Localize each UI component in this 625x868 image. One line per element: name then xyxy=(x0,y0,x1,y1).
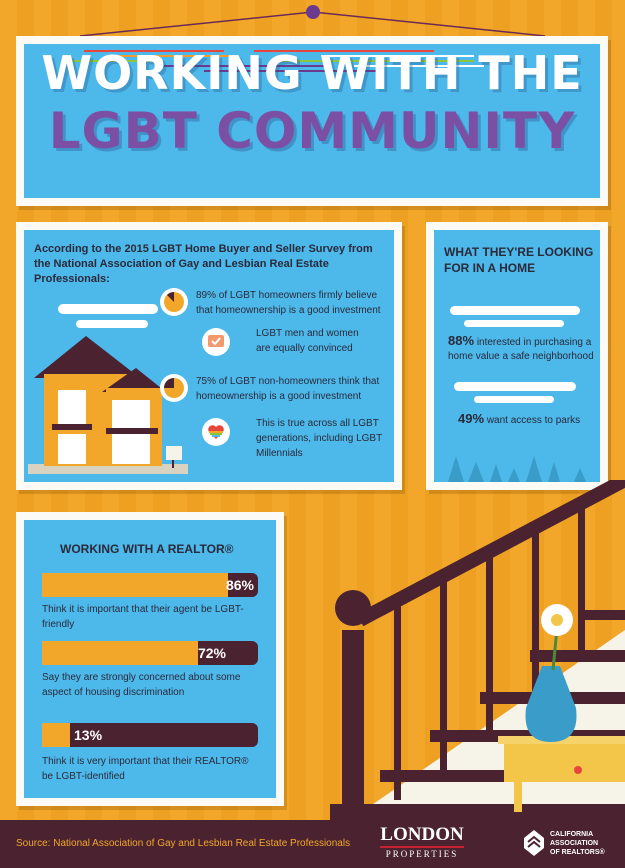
pie-chart-icon xyxy=(160,374,188,402)
survey-panel: According to the 2015 LGBT Home Buyer an… xyxy=(24,230,394,482)
cloud-2 xyxy=(76,320,148,328)
looking-item-2: 49% want access to parks xyxy=(458,412,598,428)
bar-3-track xyxy=(42,723,258,747)
logo-underline xyxy=(380,846,464,848)
bar-3-fill xyxy=(42,723,71,747)
rainbow-streaks xyxy=(64,50,484,72)
stat-4: This is true across all LGBT generations… xyxy=(256,418,383,459)
realtor-bar-1-text: Think it is important that their agent b… xyxy=(42,604,244,630)
realtor-bar-2-text: Say they are strongly concerned about so… xyxy=(42,672,241,698)
looking-item-2-text: want access to parks xyxy=(486,415,581,426)
bar-2-pct: 72% xyxy=(197,645,226,661)
logo-properties: PROPERTIES xyxy=(385,849,459,859)
rainbow-heart-icon xyxy=(202,418,230,446)
car-logo-icon xyxy=(522,828,546,858)
house-illustration xyxy=(28,336,188,474)
realtor-bar-3: 13% xyxy=(42,723,258,747)
pie-chart-icon xyxy=(160,288,188,316)
realtor-bar-3-text: Think it is very important that their RE… xyxy=(42,756,249,782)
chat-check-icon xyxy=(202,328,230,356)
london-properties-logo: LONDON PROPERTIES xyxy=(372,824,472,864)
staircase-illustration xyxy=(330,480,625,820)
realtor-bar-1: 86% xyxy=(42,573,258,597)
looking-heading: WHAT THEY'RE LOOKING FOR IN A HOME xyxy=(444,245,594,275)
cloud-5 xyxy=(454,382,576,391)
cloud-6 xyxy=(474,396,554,403)
stat-3: 75% of LGBT non-homeowners think that ho… xyxy=(196,376,380,402)
bar-2-fill xyxy=(42,641,198,665)
stat-1: 89% of LGBT homeowners firmly believe th… xyxy=(196,290,381,316)
logo-london: LONDON xyxy=(380,824,464,845)
realtor-panel: WORKING WITH A REALTOR® 86% Think it is … xyxy=(24,520,276,798)
stat-2: LGBT men and women are equally convinced xyxy=(256,328,359,354)
looking-item-2-pct: 49% xyxy=(458,411,485,426)
cloud-1 xyxy=(58,304,158,314)
title-line-2: LGBT COMMUNITY xyxy=(48,102,576,160)
hanger-string xyxy=(79,5,546,37)
car-line-1: CALIFORNIA xyxy=(550,831,594,838)
bar-1-pct: 86% xyxy=(225,577,254,593)
realtor-heading: WORKING WITH A REALTOR® xyxy=(60,542,234,556)
title-panel: WORKING WITH THE LGBT COMMUNITY xyxy=(24,44,600,198)
trees-illustration xyxy=(448,456,586,482)
car-logo-text: CALIFORNIA ASSOCIATION OF REALTORS® xyxy=(550,830,605,857)
footer-bar: Source: National Association of Gay and … xyxy=(0,820,625,868)
cloud-4 xyxy=(464,320,564,327)
car-line-2: ASSOCIATION xyxy=(550,840,599,847)
title-line-1: WORKING WITH THE xyxy=(41,46,583,100)
bar-3-pct: 13% xyxy=(74,727,103,743)
looking-item-1-text: interested in purchasing a home value a … xyxy=(448,337,594,362)
car-line-3: OF REALTORS® xyxy=(550,849,605,856)
looking-item-1: 88% interested in purchasing a home valu… xyxy=(448,334,594,364)
nail-icon xyxy=(306,5,320,19)
realtor-bar-2: 72% xyxy=(42,641,258,665)
looking-item-1-pct: 88% xyxy=(448,333,475,348)
source-text: Source: National Association of Gay and … xyxy=(16,838,351,849)
looking-panel: WHAT THEY'RE LOOKING FOR IN A HOME 88% i… xyxy=(434,230,600,482)
cloud-3 xyxy=(450,306,580,315)
survey-intro: According to the 2015 LGBT Home Buyer an… xyxy=(34,243,373,285)
bar-1-fill xyxy=(42,573,228,597)
